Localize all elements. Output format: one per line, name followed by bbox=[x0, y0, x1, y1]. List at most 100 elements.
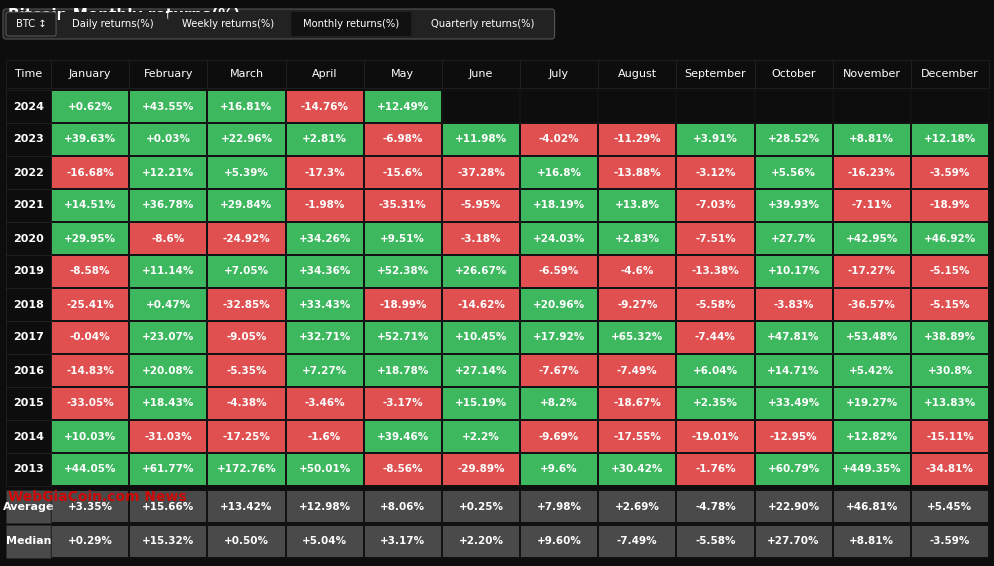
Bar bbox=[52, 421, 128, 452]
Bar bbox=[910, 156, 988, 189]
Text: +9.51%: +9.51% bbox=[380, 234, 424, 243]
Bar bbox=[286, 124, 363, 155]
Text: +34.26%: +34.26% bbox=[298, 234, 351, 243]
Bar bbox=[285, 288, 364, 321]
Bar bbox=[6, 288, 51, 321]
Bar bbox=[520, 453, 597, 486]
Bar bbox=[207, 222, 285, 255]
Bar bbox=[676, 387, 753, 420]
Bar bbox=[910, 354, 988, 387]
Bar bbox=[598, 388, 675, 419]
Bar bbox=[208, 454, 284, 485]
Text: +39.46%: +39.46% bbox=[377, 431, 428, 441]
Text: Monthly returns(%): Monthly returns(%) bbox=[303, 19, 399, 29]
Bar bbox=[833, 388, 909, 419]
Bar bbox=[597, 288, 676, 321]
Text: +16.81%: +16.81% bbox=[220, 101, 272, 112]
Bar bbox=[832, 525, 910, 558]
Text: +8.2%: +8.2% bbox=[540, 398, 578, 409]
Text: +2.69%: +2.69% bbox=[614, 501, 659, 512]
Bar bbox=[677, 256, 752, 287]
Bar bbox=[910, 420, 988, 453]
Bar bbox=[520, 490, 597, 523]
Bar bbox=[52, 256, 128, 287]
Bar bbox=[597, 453, 676, 486]
Text: +13.42%: +13.42% bbox=[220, 501, 272, 512]
Bar bbox=[130, 256, 206, 287]
Bar bbox=[207, 525, 285, 558]
Bar bbox=[6, 490, 51, 523]
Bar bbox=[754, 91, 831, 122]
Bar bbox=[911, 526, 987, 557]
Bar bbox=[442, 223, 519, 254]
Bar bbox=[51, 288, 129, 321]
Bar bbox=[753, 123, 832, 156]
Bar bbox=[676, 354, 753, 387]
Text: +53.48%: +53.48% bbox=[845, 332, 897, 342]
Bar bbox=[753, 420, 832, 453]
Text: -3.17%: -3.17% bbox=[382, 398, 422, 409]
Text: +39.63%: +39.63% bbox=[64, 135, 116, 144]
Text: -34.81%: -34.81% bbox=[925, 465, 973, 474]
Text: +6.04%: +6.04% bbox=[692, 366, 738, 375]
Bar bbox=[365, 421, 440, 452]
Text: +34.36%: +34.36% bbox=[298, 267, 351, 277]
Bar bbox=[441, 490, 520, 523]
Bar bbox=[208, 223, 284, 254]
Bar bbox=[441, 123, 520, 156]
Text: +18.19%: +18.19% bbox=[533, 200, 584, 211]
Bar bbox=[598, 322, 675, 353]
Bar bbox=[364, 60, 441, 88]
Bar bbox=[520, 387, 597, 420]
Bar bbox=[364, 222, 441, 255]
Bar bbox=[365, 91, 440, 122]
Bar bbox=[520, 525, 597, 558]
Text: -24.92%: -24.92% bbox=[223, 234, 270, 243]
Bar bbox=[753, 189, 832, 222]
Bar bbox=[753, 354, 832, 387]
Bar bbox=[208, 421, 284, 452]
Text: +15.32%: +15.32% bbox=[142, 537, 194, 547]
Text: +33.43%: +33.43% bbox=[298, 299, 351, 310]
Bar bbox=[51, 189, 129, 222]
Text: -14.83%: -14.83% bbox=[67, 366, 114, 375]
Text: September: September bbox=[684, 69, 746, 79]
Bar bbox=[833, 355, 909, 386]
Bar bbox=[832, 387, 910, 420]
Bar bbox=[753, 156, 832, 189]
Bar bbox=[441, 453, 520, 486]
Bar bbox=[676, 490, 753, 523]
Bar bbox=[598, 454, 675, 485]
Text: +20.96%: +20.96% bbox=[533, 299, 584, 310]
Bar bbox=[911, 421, 987, 452]
Bar bbox=[207, 420, 285, 453]
Text: -5.95%: -5.95% bbox=[460, 200, 501, 211]
Bar bbox=[521, 526, 596, 557]
Bar bbox=[597, 189, 676, 222]
Bar bbox=[51, 90, 129, 123]
Bar bbox=[130, 91, 206, 122]
Text: -8.56%: -8.56% bbox=[382, 465, 422, 474]
Bar bbox=[911, 190, 987, 221]
Text: +60.79%: +60.79% bbox=[766, 465, 819, 474]
Bar bbox=[676, 189, 753, 222]
Text: +17.92%: +17.92% bbox=[533, 332, 584, 342]
Bar bbox=[129, 525, 207, 558]
Bar bbox=[286, 454, 363, 485]
Bar bbox=[911, 124, 987, 155]
Bar bbox=[754, 355, 831, 386]
Text: Bitcoin Monthly returns(%): Bitcoin Monthly returns(%) bbox=[8, 8, 240, 23]
Text: +3.35%: +3.35% bbox=[68, 501, 112, 512]
Bar bbox=[130, 322, 206, 353]
Text: 2014: 2014 bbox=[13, 431, 44, 441]
Bar bbox=[911, 355, 987, 386]
Text: +0.62%: +0.62% bbox=[68, 101, 112, 112]
Text: -36.57%: -36.57% bbox=[847, 299, 895, 310]
Text: +44.05%: +44.05% bbox=[64, 465, 116, 474]
Text: +61.77%: +61.77% bbox=[142, 465, 195, 474]
Bar bbox=[129, 288, 207, 321]
Bar bbox=[753, 255, 832, 288]
Text: -14.62%: -14.62% bbox=[456, 299, 504, 310]
Bar bbox=[51, 321, 129, 354]
Bar bbox=[521, 421, 596, 452]
